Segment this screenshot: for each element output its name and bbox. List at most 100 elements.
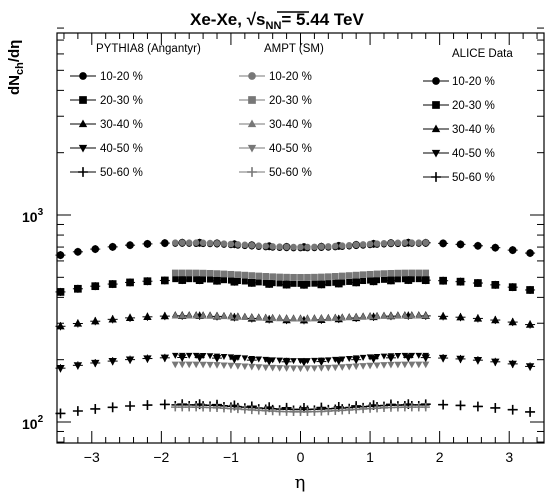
model-point <box>255 272 263 280</box>
x-tick-label: −3 <box>84 449 100 465</box>
data-point <box>526 286 534 294</box>
model-point <box>269 357 276 364</box>
model-point <box>178 361 186 369</box>
model-point <box>199 311 207 319</box>
legend-label: 10-20 % <box>100 71 143 83</box>
model-point <box>422 269 430 277</box>
model-point <box>408 361 416 369</box>
model-point <box>345 355 353 362</box>
data-point <box>125 313 135 322</box>
model-point <box>179 276 186 283</box>
model-point <box>311 243 318 251</box>
model-point <box>171 311 179 319</box>
data-point <box>142 400 153 410</box>
legend-group-title: PYTHIA8 (Angantyr) <box>96 43 201 55</box>
model-point <box>297 243 304 251</box>
legend-label: 40-50 % <box>452 148 495 160</box>
model-point <box>387 361 395 369</box>
legend-group-title: ALICE Data <box>452 48 513 60</box>
model-point <box>234 313 242 320</box>
legend-label: 20-30 % <box>452 100 495 112</box>
data-point <box>56 288 65 296</box>
model-point <box>380 276 388 283</box>
model-point <box>255 364 263 371</box>
model-point <box>248 363 256 371</box>
model-point <box>178 239 186 246</box>
model-point <box>310 314 319 322</box>
model-point <box>220 353 228 361</box>
model-point <box>387 269 395 277</box>
model-point <box>415 311 423 319</box>
model-point <box>227 354 235 361</box>
data-point <box>108 357 117 366</box>
data-point <box>108 280 117 288</box>
model-point <box>325 273 332 280</box>
model-point <box>353 278 360 285</box>
model-point <box>213 362 221 369</box>
model-point <box>289 365 298 373</box>
legend-label: 50-60 % <box>452 172 495 184</box>
model-point <box>227 270 235 278</box>
model-point <box>282 365 291 372</box>
model-point <box>297 274 304 281</box>
model-point <box>241 313 249 320</box>
model-point <box>297 358 304 365</box>
model-point <box>241 241 249 249</box>
model-point <box>366 354 374 361</box>
model-point <box>325 357 332 364</box>
model-point <box>206 361 214 369</box>
model-point <box>394 361 402 369</box>
model-point <box>248 355 256 362</box>
data-point <box>265 280 274 288</box>
model-point <box>366 270 374 278</box>
data-point <box>438 311 448 320</box>
model-point <box>304 280 311 287</box>
model-point <box>387 353 395 360</box>
model-point <box>325 243 332 250</box>
data-point <box>107 402 118 413</box>
legend-marker <box>78 167 88 177</box>
model-point <box>213 312 221 319</box>
data-point <box>508 317 517 326</box>
legend-label: 20-30 % <box>269 95 312 107</box>
model-point <box>227 240 235 248</box>
data-point <box>456 240 465 249</box>
model-point <box>401 352 409 359</box>
model-point <box>283 273 290 281</box>
model-point <box>318 243 325 250</box>
model-point <box>338 272 346 280</box>
data-point <box>526 249 534 257</box>
legend-marker <box>79 72 87 80</box>
model-point <box>373 240 381 247</box>
model-point <box>199 269 207 277</box>
model-point <box>283 243 290 251</box>
model-point <box>248 313 256 321</box>
model-point <box>422 361 430 369</box>
data-point <box>73 318 83 327</box>
data-point <box>143 312 152 320</box>
model-point <box>422 311 430 319</box>
model-point <box>408 239 416 246</box>
legend-label: 50-60 % <box>100 167 143 179</box>
model-point <box>394 269 402 277</box>
model-point <box>303 365 312 373</box>
y-tick-label: 103 <box>22 207 44 225</box>
data-point <box>74 284 82 293</box>
model-point <box>352 363 360 371</box>
legend-marker <box>79 96 87 104</box>
model-point <box>310 365 319 372</box>
data-point <box>507 404 518 415</box>
data-point <box>473 401 483 412</box>
model-point <box>227 312 235 320</box>
model-point <box>394 353 402 360</box>
model-point <box>415 361 423 369</box>
model-point <box>220 270 228 278</box>
legend-marker <box>431 124 441 133</box>
data-point <box>91 245 100 253</box>
data-point <box>56 321 65 330</box>
legend-label: 50-60 % <box>269 167 312 179</box>
data-point <box>230 277 239 286</box>
model-point <box>269 280 276 287</box>
model-point <box>373 312 381 320</box>
legend-marker <box>78 144 88 153</box>
